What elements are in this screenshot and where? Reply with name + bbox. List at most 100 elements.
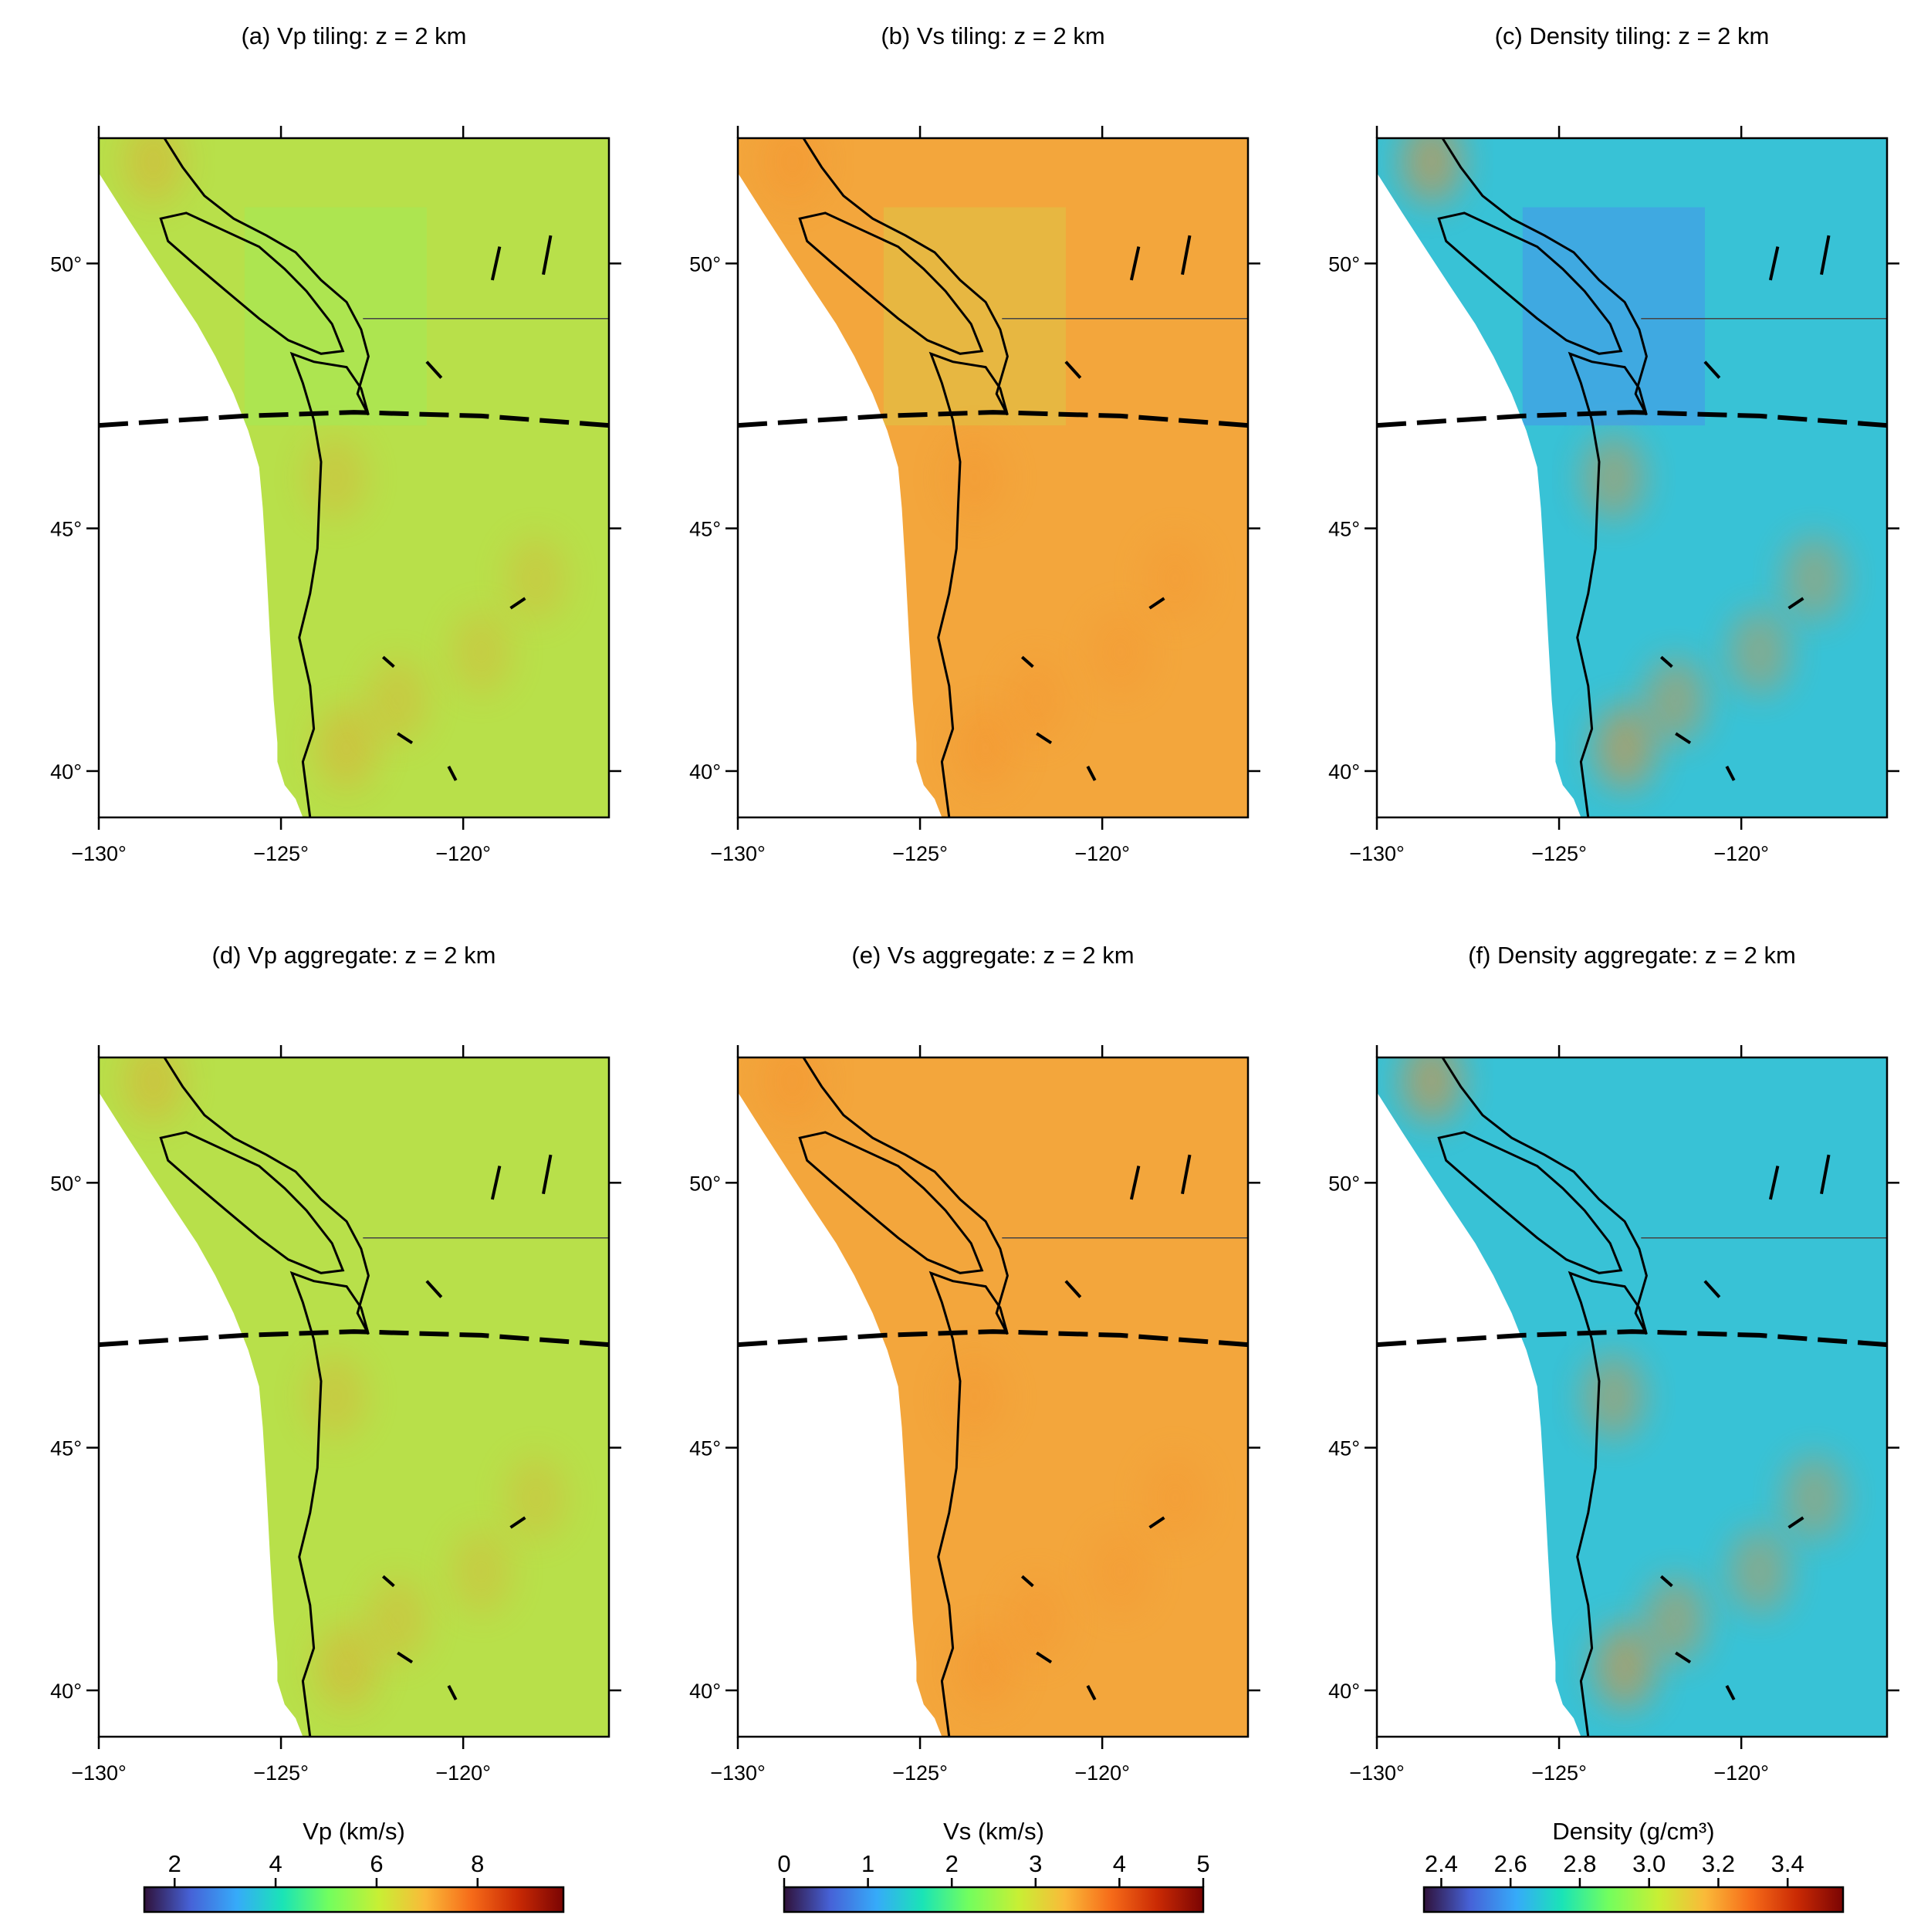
coastline	[163, 138, 370, 817]
field-variation	[450, 609, 512, 695]
field-variation	[1594, 1624, 1656, 1710]
x-tick-label: −130°	[710, 842, 766, 865]
field-variation	[1089, 609, 1152, 695]
y-tick-label: 50°	[1328, 1172, 1360, 1195]
colorbar-ramp	[1422, 1886, 1845, 1913]
colorbar-tick-label: 2.8	[1563, 1850, 1596, 1877]
fault	[425, 360, 443, 379]
colorbar-tick-label: 2.4	[1425, 1850, 1458, 1877]
colorbar-tick-label: 2	[168, 1850, 181, 1877]
colorbar-ramp	[143, 1886, 565, 1913]
frame	[97, 137, 610, 819]
fault	[1703, 1280, 1721, 1298]
x-tick-label: −120°	[435, 842, 491, 865]
field-texture	[122, 138, 567, 790]
y-tick-label: 50°	[1328, 252, 1360, 276]
colorbar-tick-label: 1	[861, 1850, 874, 1877]
fault	[1659, 1575, 1673, 1588]
field-variation	[367, 658, 429, 743]
field-variation	[450, 1528, 512, 1614]
field-variation	[304, 435, 367, 520]
fault	[1820, 235, 1831, 276]
field-variation	[1783, 536, 1845, 621]
fault	[1020, 1575, 1034, 1588]
colorbar-label: Density (g/cm³)	[1552, 1818, 1714, 1845]
fault	[509, 597, 526, 610]
field-variation	[1594, 705, 1656, 790]
field-variation	[1089, 1528, 1152, 1614]
island	[798, 1131, 984, 1274]
colorbar-label: Vs (km/s)	[943, 1818, 1044, 1845]
panel-title: (e) Vs aggregate: z = 2 km	[851, 942, 1134, 969]
colorbar-ramp	[783, 1886, 1205, 1913]
map-area	[1377, 138, 1887, 817]
fault	[447, 1684, 458, 1700]
x-tick-label: −120°	[1713, 1761, 1769, 1785]
frame	[736, 1056, 1250, 1738]
y-tick-label: 50°	[689, 252, 721, 276]
field-variation	[316, 1624, 378, 1710]
tile	[883, 207, 1066, 426]
field-variation	[1783, 1455, 1845, 1541]
fault	[1086, 765, 1097, 781]
dashed-boundary	[99, 410, 609, 428]
colorbar-tick-label: 4	[1113, 1850, 1126, 1877]
colorbar: Vp (km/s) 2 4 6 8	[143, 1818, 565, 1913]
fault	[397, 732, 414, 745]
colorbar-tick-label: 8	[471, 1850, 484, 1877]
x-tick-label: −130°	[71, 842, 127, 865]
y-tick-label: 45°	[1328, 1437, 1360, 1460]
panel-title: (c) Density tiling: z = 2 km	[1495, 22, 1770, 49]
fault	[1129, 246, 1141, 281]
x-tick-label: −120°	[435, 1761, 491, 1785]
fault	[1675, 1651, 1692, 1664]
panel-title: (f) Density aggregate: z = 2 km	[1468, 942, 1796, 969]
colorbar-tick-label: 0	[777, 1850, 790, 1877]
x-tick-label: −125°	[892, 1761, 948, 1785]
fault	[1725, 1684, 1736, 1700]
colorbar-tick-label: 2	[945, 1850, 959, 1877]
island	[159, 1131, 345, 1274]
x-tick-label: −125°	[1531, 1761, 1587, 1785]
map-area	[738, 138, 1248, 817]
x-tick-label: −120°	[1074, 842, 1130, 865]
colorbar: Vs (km/s) 0 1 2 3 4 5	[777, 1818, 1210, 1913]
fault	[1148, 1516, 1165, 1529]
colorbar-tick-label: 3	[1029, 1850, 1042, 1877]
field-variation	[1728, 609, 1791, 695]
x-tick-label: −130°	[1349, 1761, 1405, 1785]
colorbar-tick-label: 6	[370, 1850, 383, 1877]
fault	[1064, 360, 1082, 379]
field-variation	[1006, 1577, 1068, 1663]
fault	[397, 1651, 414, 1664]
y-tick-label: 40°	[1328, 760, 1360, 783]
map-panel: (f) Density aggregate: z = 2 km −130° −125…	[1328, 942, 1899, 1785]
fault	[425, 1280, 443, 1298]
fault	[1787, 597, 1804, 610]
colorbar-tick-label: 5	[1196, 1850, 1209, 1877]
field-variation	[943, 435, 1006, 520]
y-tick-label: 40°	[50, 1680, 82, 1703]
map-panel: (b) Vs tiling: z = 2 km −130° −125° −120° 40…	[689, 22, 1260, 865]
field-variation	[505, 1455, 567, 1541]
dashed-boundary	[738, 410, 1248, 428]
x-tick-label: −130°	[71, 1761, 127, 1785]
coastline	[1441, 1057, 1648, 1737]
x-tick-label: −130°	[1349, 842, 1405, 865]
field-variation	[1006, 658, 1068, 743]
field-variation	[1144, 536, 1206, 621]
frame	[736, 137, 1250, 819]
y-tick-label: 45°	[689, 518, 721, 541]
field-variation	[1400, 1057, 1463, 1124]
field-variation	[367, 1577, 429, 1663]
field-variation	[505, 536, 567, 621]
fault	[1036, 732, 1053, 745]
y-tick-label: 40°	[689, 1680, 721, 1703]
field-variation	[943, 1354, 1006, 1440]
frame	[1375, 137, 1889, 819]
colorbar-tick-label: 3.4	[1771, 1850, 1804, 1877]
tile	[244, 207, 427, 426]
field-variation	[304, 1354, 367, 1440]
fault	[490, 246, 502, 281]
